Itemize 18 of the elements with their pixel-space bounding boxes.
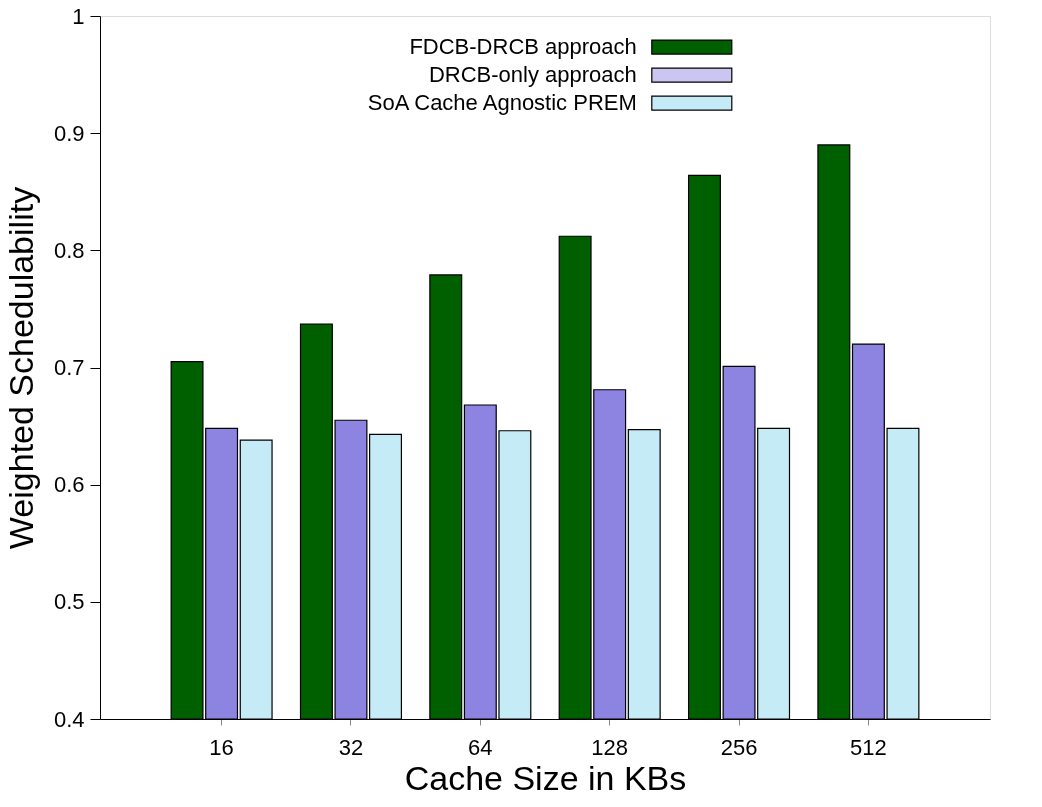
y-tick-label: 0.8 (53, 237, 85, 263)
y-tick-label: 0.4 (53, 706, 85, 732)
x-tick-label: 128 (591, 734, 629, 760)
legend-label: FDCB-DRCB approach (409, 34, 637, 60)
x-tick-label: 256 (720, 734, 758, 760)
y-tick-label: 0.5 (53, 589, 85, 615)
legend-label: DRCB-only approach (428, 62, 637, 88)
x-tick-label: 16 (209, 734, 234, 760)
y-tick-label: 0.6 (53, 472, 85, 498)
x-tick-label: 32 (338, 734, 364, 760)
y-tick-label: 0.9 (53, 120, 85, 146)
y-tick-label: 1 (72, 3, 85, 29)
x-tick-label: 64 (468, 734, 493, 760)
y-axis-title: Weighted Schedulability (1, 186, 40, 550)
x-axis-title: Cache Size in KBs (404, 758, 687, 797)
y-tick-label: 0.7 (53, 355, 85, 380)
legend-label: SoA Cache Agnostic PREM (367, 90, 637, 116)
x-tick-label: 512 (850, 734, 887, 760)
